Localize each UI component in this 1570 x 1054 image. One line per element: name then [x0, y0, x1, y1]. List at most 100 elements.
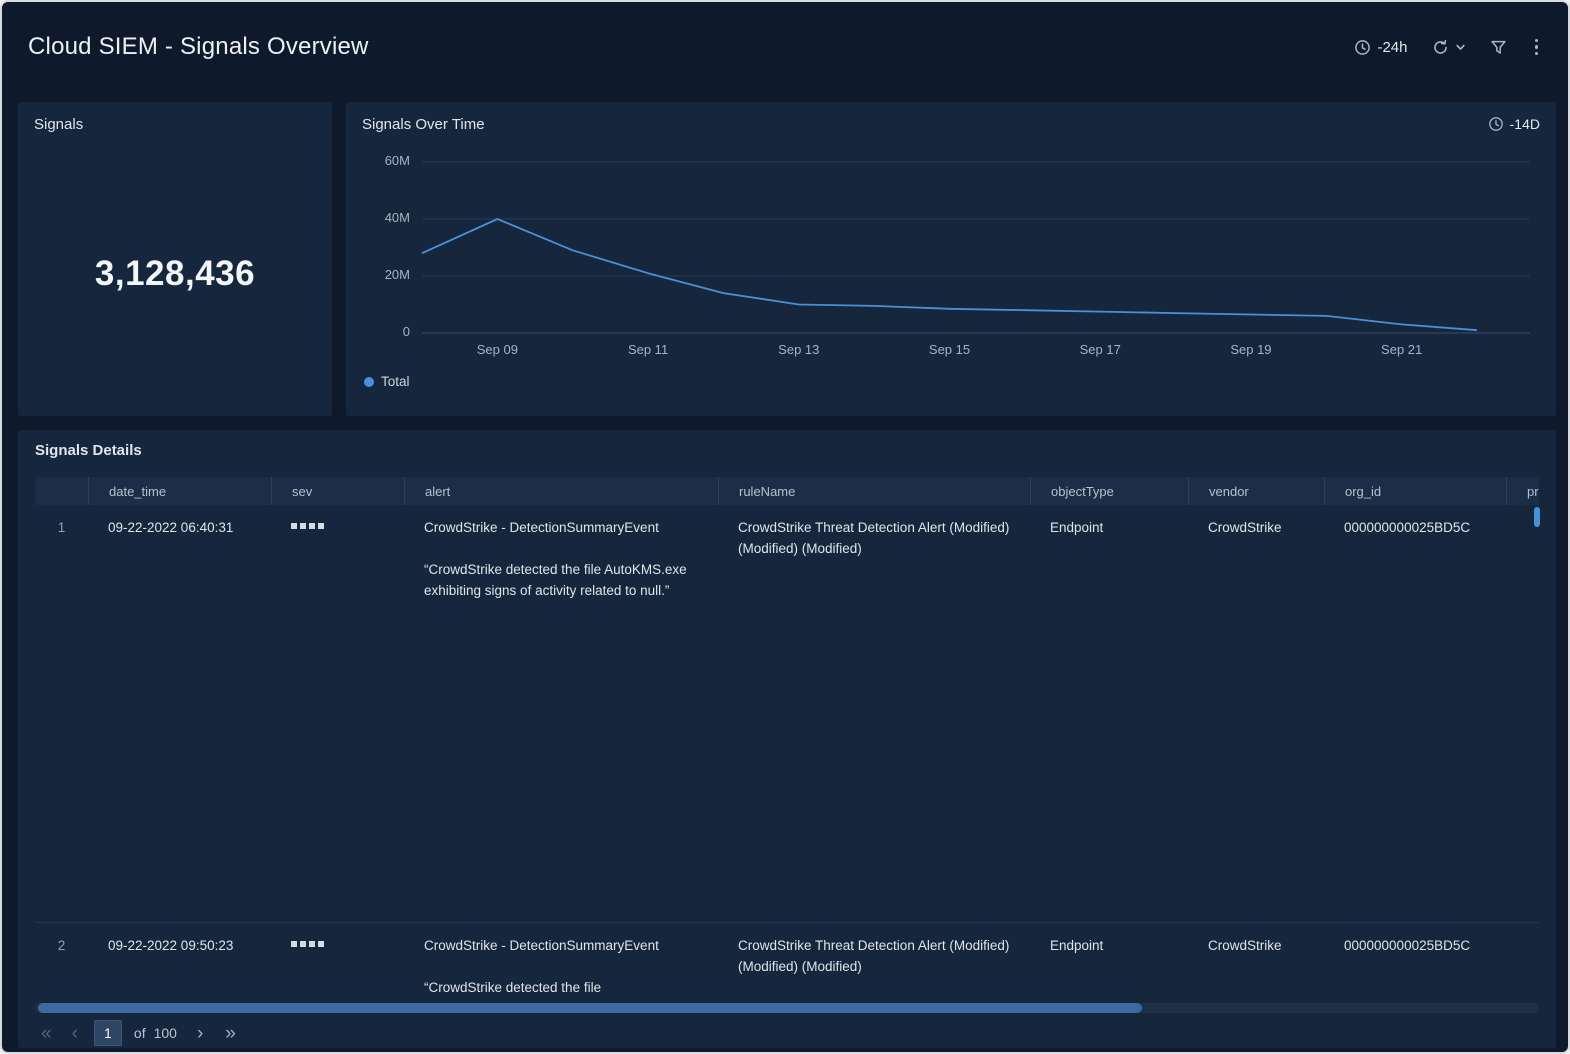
table-row[interactable]: 1 09-22-2022 06:40:31 CrowdStrike - Dete… — [35, 505, 1539, 923]
severity-square — [318, 523, 324, 529]
time-range-label: -24h — [1377, 38, 1408, 56]
severity-square — [291, 523, 297, 529]
column-header-object-type[interactable]: objectType — [1030, 477, 1188, 505]
alert-gap — [424, 956, 698, 977]
signals-details-panel: Signals Details date_time sev alert rule… — [18, 430, 1556, 1048]
clock-icon — [1488, 117, 1503, 131]
next-page-button[interactable]: › — [196, 1022, 204, 1044]
x-axis-tick-label: Sep 13 — [778, 342, 820, 357]
alert-gap — [424, 538, 698, 559]
cell-sev — [271, 505, 404, 529]
cell-rule-name: CrowdStrike Threat Detection Alert (Modi… — [738, 938, 1010, 974]
details-panel-title: Signals Details — [35, 442, 142, 459]
pagination-total-pages: 100 — [153, 1025, 177, 1041]
x-axis-tick-label: Sep 09 — [476, 342, 518, 357]
cell-alert: CrowdStrike - DetectionSummaryEvent “Cro… — [404, 923, 718, 1000]
signals-over-time-chart: 60M 40M 20M 0 Sep 09 Sep 11 Sep 13 Sep 15 Sep 17… — [362, 150, 1540, 365]
column-header-index — [35, 477, 88, 505]
previous-page-button[interactable]: ‹ — [71, 1022, 78, 1044]
severity-square — [291, 941, 297, 947]
x-axis-tick-label: Sep 19 — [1230, 342, 1272, 357]
x-axis-tick-label: Sep 15 — [928, 342, 971, 357]
signals-over-time-panel: Signals Over Time -14D 60M 40M 20M 0 Sep 09 S… — [346, 102, 1556, 416]
horizontal-scrollbar-thumb[interactable] — [38, 1003, 1142, 1013]
legend-dot — [364, 376, 374, 387]
refresh-icon — [1433, 39, 1447, 54]
current-page-input[interactable]: 1 — [93, 1020, 122, 1046]
kebab-menu-button[interactable] — [1531, 37, 1543, 58]
app-header: Cloud SIEM - Signals Overview -24h — [2, 2, 1568, 92]
severity-square — [309, 523, 315, 529]
row-index: 2 — [57, 938, 66, 953]
cell-date-time: 09-22-2022 06:40:31 — [108, 520, 234, 535]
alert-title: CrowdStrike - DetectionSummaryEvent — [424, 938, 659, 953]
severity-blocks — [291, 941, 384, 947]
severity-square — [318, 941, 324, 947]
chevron-down-icon — [1455, 44, 1465, 50]
table-body: 1 09-22-2022 06:40:31 CrowdStrike - Dete… — [35, 505, 1539, 1000]
x-axis-tick-label: Sep 11 — [627, 342, 669, 357]
column-header-date-time[interactable]: date_time — [88, 477, 271, 505]
alert-description: “CrowdStrike detected the file — [424, 980, 602, 995]
y-axis-tick-label: 40M — [384, 210, 410, 225]
signals-table: date_time sev alert ruleName objectType … — [35, 477, 1539, 1000]
kebab-dot — [1534, 51, 1538, 56]
table-header-row: date_time sev alert ruleName objectType … — [35, 477, 1539, 505]
chart-legend[interactable]: Total — [364, 374, 410, 389]
cell-vendor: CrowdStrike — [1208, 938, 1282, 953]
cell-rule-name: CrowdStrike Threat Detection Alert (Modi… — [738, 520, 1010, 556]
signals-panel-title: Signals — [34, 116, 84, 133]
chart-time-range-label: -14D — [1509, 116, 1540, 132]
chart-panel-title: Signals Over Time — [362, 116, 485, 133]
alert-description: “CrowdStrike detected the file AutoKMS.e… — [424, 562, 687, 598]
horizontal-scrollbar-track[interactable] — [35, 1003, 1539, 1013]
alert-description-continued: …exe exhibiting signs of activity relate… — [424, 998, 698, 1000]
cell-object-type: Endpoint — [1050, 938, 1104, 953]
signals-chart-svg — [421, 161, 1530, 334]
signals-total-value: 3,128,436 — [94, 254, 256, 293]
filter-icon — [1490, 40, 1506, 54]
time-range-control[interactable]: -24h — [1354, 38, 1408, 56]
alert-title: CrowdStrike - DetectionSummaryEvent — [424, 520, 659, 535]
clock-icon — [1355, 39, 1371, 55]
page-title: Cloud SIEM - Signals Overview — [28, 33, 369, 60]
severity-square — [300, 523, 306, 529]
pagination: « ‹ 1 of 100 › » — [35, 1018, 242, 1048]
filter-button[interactable] — [1490, 39, 1507, 56]
y-axis-tick-label: 0 — [402, 324, 410, 339]
row-index: 1 — [57, 520, 66, 535]
y-axis-tick-label: 20M — [384, 267, 410, 282]
column-header-alert[interactable]: alert — [404, 477, 718, 505]
cell-sev — [271, 923, 404, 947]
first-page-button[interactable]: « — [41, 1022, 52, 1044]
vertical-scrollbar-thumb[interactable] — [1534, 507, 1540, 527]
cell-object-type: Endpoint — [1050, 520, 1104, 535]
column-header-vendor[interactable]: vendor — [1188, 477, 1324, 505]
column-header-pr[interactable]: pr — [1506, 477, 1539, 505]
legend-label: Total — [381, 374, 410, 389]
column-header-org-id[interactable]: org_id — [1324, 477, 1506, 505]
header-controls: -24h — [1354, 37, 1542, 58]
severity-square — [309, 941, 315, 947]
severity-square — [300, 941, 306, 947]
table-row[interactable]: 2 09-22-2022 09:50:23 CrowdStrike - Dete… — [35, 923, 1539, 1000]
cell-pr — [1506, 923, 1539, 935]
cell-org-id: 000000000025BD5C — [1344, 938, 1471, 953]
cell-alert: CrowdStrike - DetectionSummaryEvent “Cro… — [404, 505, 718, 601]
refresh-control[interactable] — [1432, 39, 1466, 56]
signals-panel: Signals 3,128,436 — [18, 102, 332, 416]
last-page-button[interactable]: » — [225, 1022, 236, 1044]
pagination-of-label: of — [133, 1025, 146, 1041]
x-axis-tick-label: Sep 21 — [1381, 342, 1423, 357]
kebab-dot — [1534, 45, 1538, 49]
kebab-dot — [1534, 38, 1538, 43]
column-header-sev[interactable]: sev — [271, 477, 404, 505]
cell-vendor: CrowdStrike — [1208, 520, 1282, 535]
chart-time-range-control[interactable]: -14D — [1488, 116, 1540, 132]
cell-org-id: 000000000025BD5C — [1344, 520, 1471, 535]
total-series-line — [421, 218, 1478, 332]
x-axis-tick-label: Sep 17 — [1079, 342, 1121, 357]
cell-date-time: 09-22-2022 09:50:23 — [108, 938, 234, 953]
column-header-rule-name[interactable]: ruleName — [718, 477, 1030, 505]
